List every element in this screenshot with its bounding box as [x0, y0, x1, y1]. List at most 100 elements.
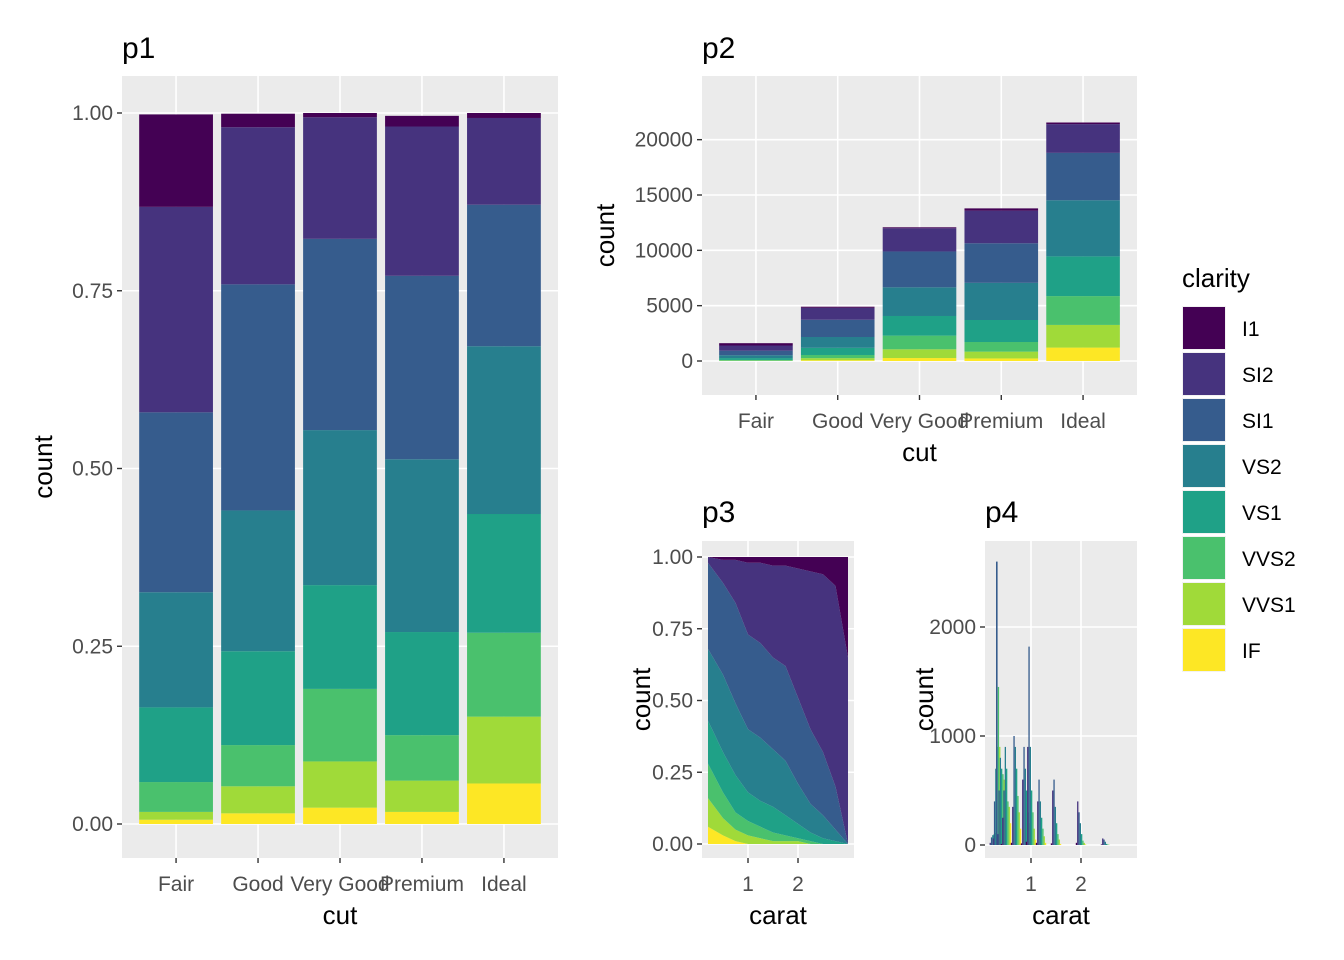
p1-bar-if-0	[139, 819, 213, 824]
p1-ytick-label: 0.50	[72, 458, 113, 481]
p2-bar-si1-3	[964, 243, 1039, 283]
legend-label-i1: I1	[1242, 318, 1260, 341]
p4-bar-si1-0	[990, 837, 993, 845]
p2-bar-si1-4	[1046, 152, 1120, 201]
p2-bar-vvs1-3	[964, 351, 1039, 359]
p2-ytick-label: 10000	[635, 239, 693, 262]
p1-bar-vvs1-2	[303, 761, 377, 808]
legend-label-if: IF	[1242, 640, 1261, 663]
p1-bar-si2-3	[385, 126, 459, 276]
p2-bar-i1-2	[882, 227, 957, 229]
p1-bar-i1-4	[467, 113, 541, 118]
p4-ytick-label: 2000	[929, 616, 976, 639]
p3-area-si2	[708, 557, 848, 844]
p4-bar-si2-9	[1077, 801, 1079, 845]
p4-bar-vvs2-1	[997, 686, 1000, 845]
p4-bar-vs1-9	[1081, 834, 1083, 845]
legend-clarity: clarity I1 SI2 SI1 VS2 VS1 VVS2 VVS1 IF	[1182, 263, 1296, 672]
p2-bar-if-4	[1046, 347, 1120, 361]
p2-bar-vvs1-2	[882, 349, 957, 359]
p3-area-vvs2	[708, 763, 848, 844]
p3-area-i1	[708, 557, 848, 658]
p4-bar-si2-2	[997, 834, 999, 845]
p2-ytick-label: 20000	[635, 129, 693, 152]
p2-bar-i1-3	[964, 208, 1039, 211]
p2-bar-vvs1-4	[1046, 324, 1120, 348]
p4-bar-vs2-2	[999, 757, 1001, 845]
p3-title: p3	[702, 496, 735, 529]
p1-bar-if-3	[385, 811, 459, 824]
p1-bar-si1-0	[139, 412, 213, 593]
p4-bar-vvs1-8	[1058, 839, 1060, 845]
p4-bar-i1-10	[1100, 844, 1103, 845]
p2-bar-si2-0	[719, 345, 793, 351]
p4-bar-vvs2-3	[1007, 801, 1009, 845]
panel-p3: 0.00 0.25 0.50 0.75 1.00 1 2 p3 carat count	[626, 496, 854, 930]
p4-bar-si1-10	[1103, 839, 1105, 845]
p1-bar-if-4	[467, 783, 541, 824]
p4-bar-vs2-9	[1079, 823, 1081, 845]
p3-ytick-label: 0.50	[652, 690, 693, 713]
p1-ytick-label: 1.00	[72, 102, 113, 125]
p4-bar-vvs1-7	[1043, 836, 1045, 845]
p1-bar-si1-2	[303, 238, 377, 431]
p4-bar-si2-3	[1002, 817, 1004, 845]
p4-bar-if-6	[1034, 839, 1037, 845]
p4-bar-vs1-7	[1041, 817, 1043, 845]
panel-p2: 0 5000 10000 15000 20000 Fair Good Very GoodPre…	[590, 32, 1137, 467]
p1-bar-vvs2-1	[221, 745, 295, 787]
p2-bar-if-1	[800, 360, 875, 361]
p2-bar-vvs1-1	[800, 358, 875, 361]
p4-bar-vs2-4	[1014, 746, 1016, 845]
p4-bar-vvs1-9	[1083, 842, 1085, 845]
p2-bar-if-2	[882, 358, 957, 361]
p4-bar-vs1-6	[1031, 790, 1033, 845]
p2-bar-if-3	[964, 358, 1039, 361]
p2-bar-vs2-4	[1046, 200, 1120, 257]
p4-bar-si1-4	[1013, 736, 1015, 845]
p4-bar-si2-4	[1012, 806, 1014, 845]
p4-ytick-label: 0	[964, 834, 976, 857]
p1-bar-vs2-1	[221, 510, 295, 652]
p1-xtick-label: Very Good	[290, 873, 389, 896]
p1-bar-vvs2-3	[385, 735, 459, 781]
p2-bar-si1-1	[800, 319, 875, 337]
p2-bar-si1-2	[882, 251, 957, 288]
p4-bar-vvs2-7	[1042, 828, 1044, 845]
p4-bar-vvs2-10	[1107, 844, 1109, 845]
p2-ytick-label: 0	[681, 350, 693, 373]
legend-key-vvs1	[1183, 583, 1225, 625]
p4-bar-vs1-3	[1006, 768, 1008, 845]
p2-bar-i1-1	[800, 306, 875, 308]
legend-key-vs2	[1183, 445, 1225, 487]
p1-bar-vs1-3	[385, 632, 459, 736]
p1-bar-i1-0	[139, 114, 213, 207]
p1-bar-si1-4	[467, 204, 541, 347]
p4-bar-si2-0	[989, 842, 991, 845]
p1-bar-vs2-3	[385, 459, 459, 633]
p2-xlabel: cut	[902, 437, 937, 467]
p1-bar-vs2-0	[139, 592, 213, 708]
p1-bar-vvs1-4	[467, 716, 541, 784]
p4-bar-vs1-4	[1016, 768, 1018, 845]
p1-xtick-label: Fair	[158, 873, 194, 896]
p4-bar-si1-3	[1003, 790, 1005, 845]
p2-bar-si2-1	[800, 307, 875, 320]
legend-key-i1	[1183, 307, 1225, 349]
p4-bar-vvs2-2	[1002, 774, 1004, 845]
p4-bar-si1-9	[1078, 812, 1080, 845]
p1-bar-vs1-0	[139, 707, 213, 783]
p4-bar-si1-1	[993, 801, 996, 845]
p2-bar-vs1-3	[964, 319, 1039, 343]
panel-p4: 0 1000 2000 1 2 p4 carat count	[909, 496, 1137, 930]
p4-plot-bg	[985, 541, 1137, 858]
p4-bar-si1-6	[1028, 646, 1030, 845]
p4-bar-if-4	[1019, 828, 1022, 845]
p2-ylabel: count	[590, 203, 620, 267]
p4-bar-i1-8	[1050, 843, 1053, 845]
p3-area-vs2	[708, 648, 848, 844]
p4-bar-if-3	[1009, 823, 1012, 845]
p4-bar-vs2-8	[1054, 806, 1056, 845]
p4-bar-vs1-5	[1026, 790, 1028, 845]
